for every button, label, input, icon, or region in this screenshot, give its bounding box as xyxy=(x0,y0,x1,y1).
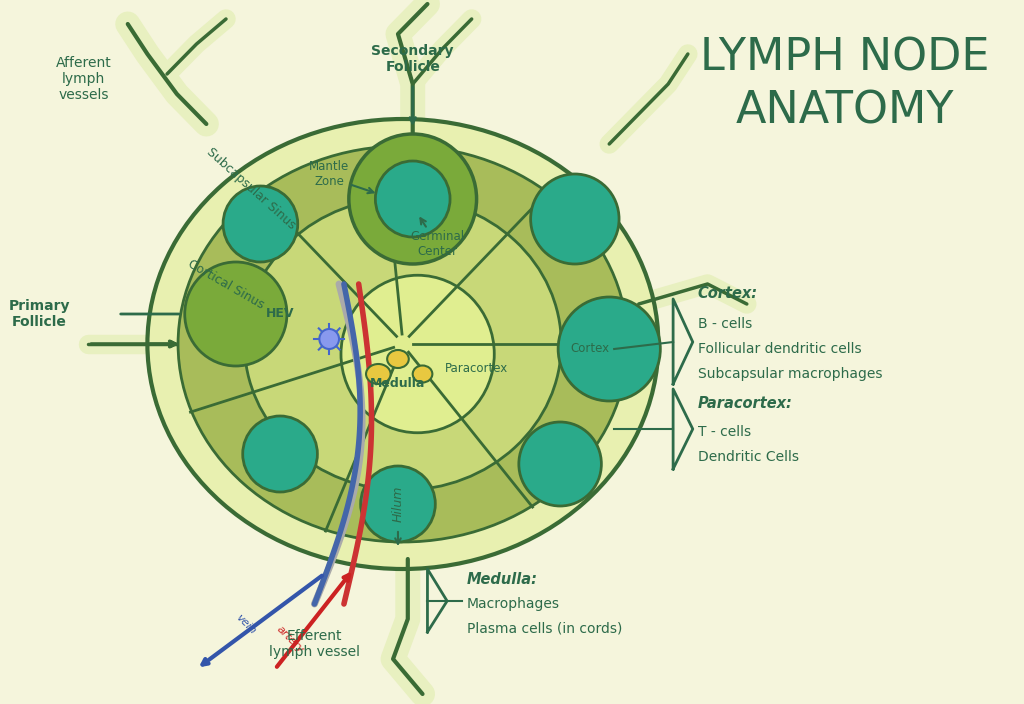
Circle shape xyxy=(519,422,601,506)
Text: Cortical Sinus: Cortical Sinus xyxy=(185,257,266,311)
Text: Medulla:: Medulla: xyxy=(467,572,538,586)
Text: Paracortex:: Paracortex: xyxy=(697,396,793,412)
Circle shape xyxy=(349,134,476,264)
Ellipse shape xyxy=(178,146,628,542)
Text: Subcapsular Sinus: Subcapsular Sinus xyxy=(204,146,298,232)
Text: Subcapsular macrophages: Subcapsular macrophages xyxy=(697,367,883,381)
Circle shape xyxy=(360,466,435,542)
Text: Macrophages: Macrophages xyxy=(467,597,560,611)
Circle shape xyxy=(319,329,339,349)
Text: Paracortex: Paracortex xyxy=(445,363,508,375)
Text: Germinal
Center: Germinal Center xyxy=(411,230,464,258)
Text: Hilum: Hilum xyxy=(391,486,404,522)
Text: LYMPH NODE
ANATOMY: LYMPH NODE ANATOMY xyxy=(700,37,990,132)
Circle shape xyxy=(376,161,451,237)
Text: Follicular dendritic cells: Follicular dendritic cells xyxy=(697,342,861,356)
Text: Secondary
Follicle: Secondary Follicle xyxy=(372,44,454,74)
Text: Plasma cells (in cords): Plasma cells (in cords) xyxy=(467,622,623,636)
Text: vein: vein xyxy=(233,612,258,636)
Ellipse shape xyxy=(245,198,561,490)
Text: Medulla: Medulla xyxy=(371,377,426,391)
Text: Primary
Follicle: Primary Follicle xyxy=(8,299,70,329)
Ellipse shape xyxy=(147,119,658,569)
Ellipse shape xyxy=(366,364,390,384)
Ellipse shape xyxy=(341,275,495,433)
Ellipse shape xyxy=(413,365,432,382)
Text: Cortex: Cortex xyxy=(570,343,609,356)
Circle shape xyxy=(223,186,298,262)
Text: T - cells: T - cells xyxy=(697,425,751,439)
Text: Efferent
lymph vessel: Efferent lymph vessel xyxy=(269,629,360,659)
Circle shape xyxy=(530,174,620,264)
Text: Mantle
Zone: Mantle Zone xyxy=(309,160,349,188)
Ellipse shape xyxy=(387,350,409,368)
Text: Afferent
lymph
vessels: Afferent lymph vessels xyxy=(55,56,112,102)
Text: Dendritic Cells: Dendritic Cells xyxy=(697,450,799,464)
Text: HEV: HEV xyxy=(266,308,295,320)
Circle shape xyxy=(184,262,287,366)
Text: B - cells: B - cells xyxy=(697,317,752,331)
Circle shape xyxy=(558,297,660,401)
Circle shape xyxy=(243,416,317,492)
Text: Cortex:: Cortex: xyxy=(697,287,758,301)
Text: artery: artery xyxy=(274,624,305,655)
